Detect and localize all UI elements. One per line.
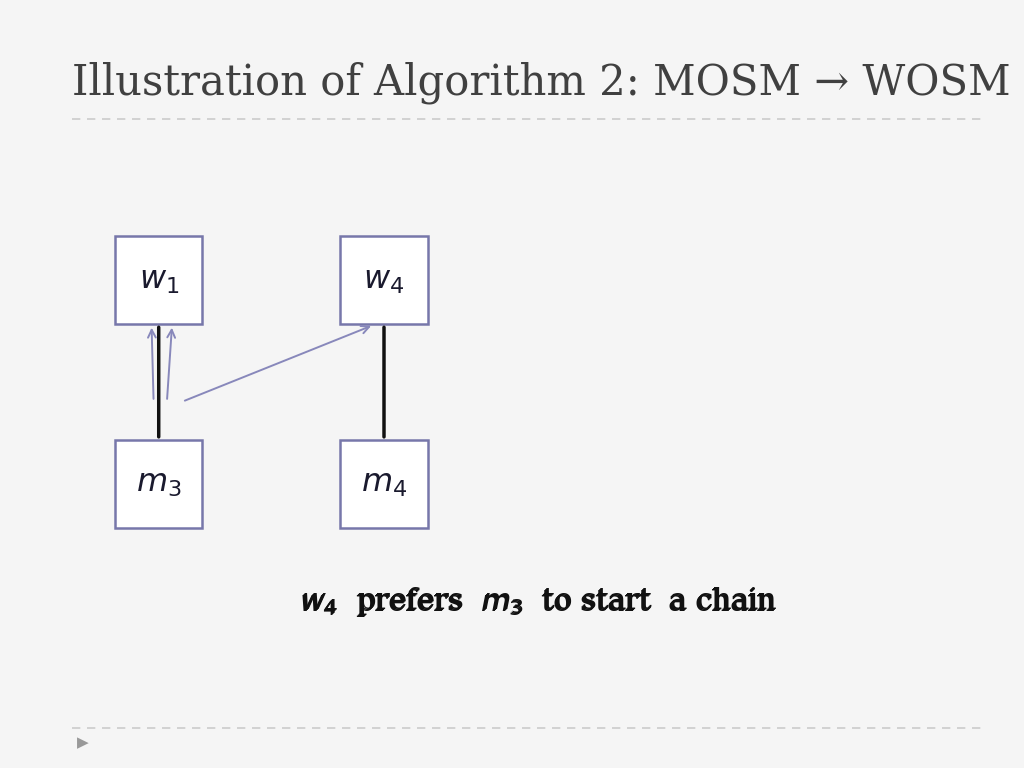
Text: $w_4$  prefers  $m_3$  to start  a chain: $w_4$ prefers $m_3$ to start a chain (300, 586, 777, 618)
FancyBboxPatch shape (340, 439, 428, 528)
Text: $w_4$  prefers  $m_3$  to start  a chain: $w_4$ prefers $m_3$ to start a chain (299, 587, 776, 619)
FancyBboxPatch shape (340, 237, 428, 325)
Text: $w_1$: $w_1$ (138, 265, 179, 296)
FancyBboxPatch shape (115, 439, 203, 528)
Text: $m_4$: $m_4$ (360, 468, 408, 499)
Text: $m_3$: $m_3$ (136, 468, 181, 499)
FancyBboxPatch shape (115, 237, 203, 325)
Text: ▶: ▶ (77, 735, 88, 750)
Text: $w_4$  prefers  $m_3$  to start  a chain: $w_4$ prefers $m_3$ to start a chain (301, 585, 778, 617)
Text: $w_4$: $w_4$ (364, 265, 404, 296)
Text: Illustration of Algorithm 2: MOSM → WOSM: Illustration of Algorithm 2: MOSM → WOSM (72, 61, 1011, 104)
